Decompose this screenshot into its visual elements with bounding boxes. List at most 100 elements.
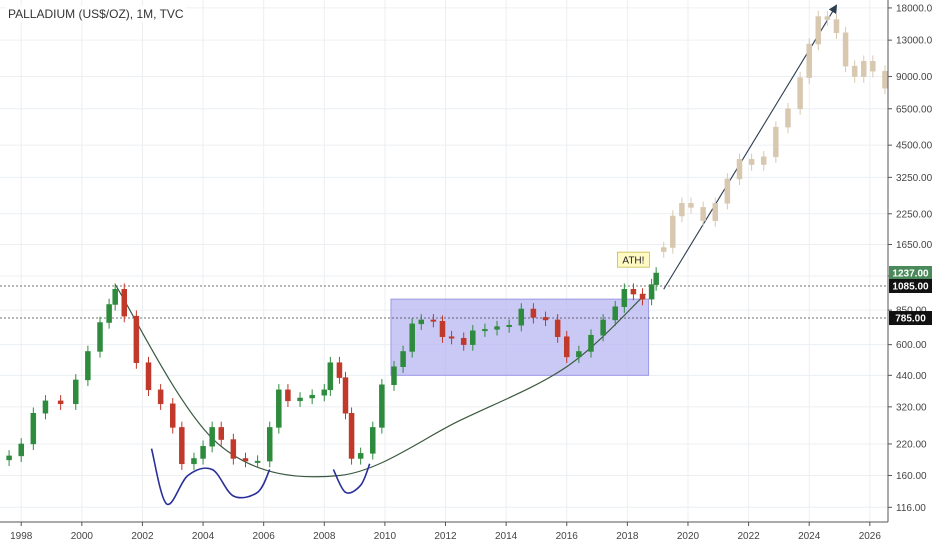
price-candle bbox=[336, 362, 343, 378]
x-tick-label: 2002 bbox=[131, 531, 154, 542]
projection-candle bbox=[748, 159, 755, 165]
price-candle bbox=[42, 400, 49, 414]
price-candle bbox=[639, 293, 646, 300]
price-candle bbox=[170, 403, 176, 428]
price-candle bbox=[653, 272, 659, 285]
price-candle bbox=[200, 445, 206, 459]
price-candle bbox=[73, 379, 79, 405]
price-candle bbox=[494, 326, 500, 330]
last-price-badge: 1237.00 bbox=[892, 269, 929, 280]
projection-candle bbox=[842, 32, 849, 67]
x-tick-label: 1998 bbox=[10, 531, 33, 542]
price-candle bbox=[600, 319, 606, 336]
price-candle bbox=[621, 288, 628, 307]
x-tick-label: 2010 bbox=[374, 531, 397, 542]
projection-candle bbox=[833, 19, 840, 34]
projection-candle bbox=[815, 16, 822, 45]
price-candle bbox=[191, 458, 197, 465]
price-candle bbox=[266, 427, 273, 462]
price-level-badge: 785.00 bbox=[895, 314, 926, 325]
projection-candle bbox=[712, 203, 718, 221]
price-candle bbox=[106, 304, 112, 323]
y-tick-label: 13000.00 bbox=[896, 36, 932, 47]
projection-candle bbox=[670, 215, 676, 248]
ath-label-box bbox=[617, 251, 650, 268]
x-tick-label: 2004 bbox=[192, 531, 215, 542]
x-tick-label: 2022 bbox=[737, 531, 760, 542]
projection-candle bbox=[785, 108, 791, 128]
price-candle bbox=[230, 439, 237, 459]
price-candle bbox=[542, 317, 549, 321]
projection-candle bbox=[736, 159, 743, 180]
x-tick-label: 2014 bbox=[495, 531, 518, 542]
price-candle bbox=[448, 336, 455, 339]
price-candle bbox=[379, 384, 385, 428]
projection-candle bbox=[773, 126, 779, 158]
projection-candle bbox=[882, 70, 888, 89]
price-candle bbox=[218, 427, 224, 440]
x-tick-label: 2016 bbox=[556, 531, 579, 542]
last-price-badge-bg bbox=[889, 266, 932, 281]
price-candle bbox=[630, 288, 637, 295]
price-candle bbox=[506, 324, 512, 327]
projection-candle bbox=[688, 203, 694, 208]
price-candle bbox=[554, 319, 561, 337]
price-candle bbox=[460, 337, 467, 345]
price-candle bbox=[342, 377, 349, 414]
price-candle bbox=[179, 427, 185, 465]
projection-candle bbox=[724, 178, 731, 204]
price-candle bbox=[576, 351, 582, 358]
price-candle bbox=[530, 308, 537, 318]
price-candle bbox=[327, 362, 334, 391]
price-candle bbox=[121, 288, 128, 317]
rounding-bottom-arc bbox=[114, 284, 646, 478]
y-tick-label: 160.00 bbox=[896, 471, 927, 482]
symbol-header: PALLADIUM (US$/OZ), 1M, TVC bbox=[6, 6, 186, 22]
y-tick-label: 1650.00 bbox=[896, 240, 932, 251]
price-candle bbox=[648, 284, 655, 300]
price-candle bbox=[18, 443, 24, 457]
price-candle bbox=[612, 306, 618, 321]
price-level-badge: 1085.00 bbox=[892, 281, 929, 292]
price-candle bbox=[242, 458, 249, 462]
projection-candle bbox=[851, 65, 858, 77]
y-tick-label: 2250.00 bbox=[896, 209, 932, 220]
projection-candle bbox=[824, 16, 831, 20]
x-tick-label: 2000 bbox=[71, 531, 94, 542]
x-tick-label: 2020 bbox=[677, 531, 700, 542]
x-tick-label: 2006 bbox=[253, 531, 276, 542]
price-candle bbox=[482, 329, 488, 332]
y-tick-label: 9000.00 bbox=[896, 72, 932, 83]
price-candle bbox=[145, 362, 152, 391]
price-candle bbox=[157, 389, 164, 405]
projection-candle bbox=[760, 156, 767, 165]
price-candle bbox=[348, 412, 355, 459]
price-candle bbox=[588, 334, 594, 352]
y-tick-label: 440.00 bbox=[896, 371, 927, 382]
price-candle bbox=[30, 412, 37, 445]
price-candle bbox=[357, 453, 364, 459]
projection-candle bbox=[870, 61, 876, 72]
price-candle bbox=[321, 389, 328, 396]
y-tick-label: 220.00 bbox=[896, 439, 927, 450]
projection-candle bbox=[700, 207, 706, 221]
x-tick-label: 2012 bbox=[434, 531, 457, 542]
price-candle bbox=[133, 315, 140, 363]
pattern-curve bbox=[332, 463, 371, 494]
projection-candle bbox=[806, 43, 812, 78]
x-tick-label: 2024 bbox=[798, 531, 821, 542]
projection-candle bbox=[679, 203, 685, 217]
price-candle bbox=[6, 455, 12, 461]
price-candle bbox=[254, 460, 261, 463]
y-tick-label: 6500.00 bbox=[896, 104, 932, 115]
projection-candle bbox=[797, 77, 803, 110]
y-tick-label: 4500.00 bbox=[896, 141, 932, 152]
y-tick-label: 600.00 bbox=[896, 340, 927, 351]
price-candle bbox=[439, 320, 446, 337]
price-candle bbox=[418, 319, 425, 325]
price-candle bbox=[297, 397, 303, 402]
